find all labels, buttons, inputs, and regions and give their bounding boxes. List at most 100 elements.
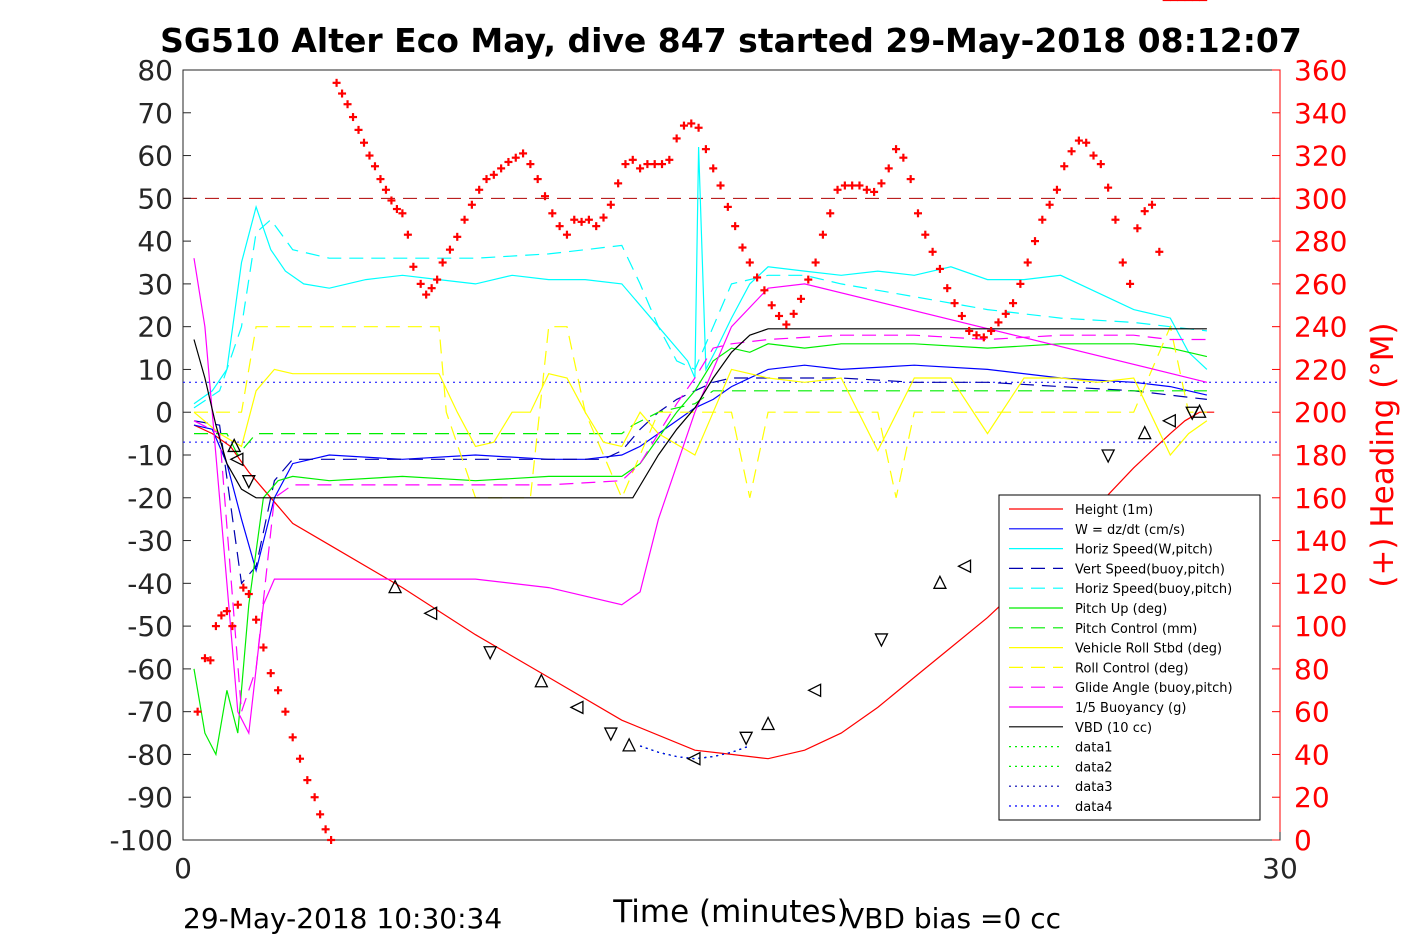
heading-marker xyxy=(274,686,283,695)
heading-marker xyxy=(310,793,319,802)
height-triangle-marker xyxy=(686,751,701,766)
heading-marker xyxy=(497,164,506,173)
heading-marker xyxy=(288,733,297,742)
height-triangle-marker xyxy=(241,475,256,490)
heading-marker xyxy=(957,311,966,320)
heading-marker xyxy=(228,622,237,631)
heading-marker xyxy=(482,175,491,184)
heading-marker xyxy=(760,286,769,295)
footer-timestamp: 29-May-2018 10:30:34 xyxy=(183,902,502,935)
left-tick-label: -20 xyxy=(127,482,173,515)
footer-vbd-bias: VBD bias =0 cc xyxy=(845,902,1061,935)
height-triangle-marker xyxy=(739,731,754,746)
heading-marker xyxy=(200,654,209,663)
heading-marker xyxy=(928,247,937,256)
height-triangle-marker xyxy=(388,579,403,594)
height-triangle-marker xyxy=(874,633,889,648)
heading-marker xyxy=(614,179,623,188)
heading-marker xyxy=(855,181,864,190)
heading-marker xyxy=(833,185,842,194)
legend-label: data4 xyxy=(1075,800,1113,815)
heading-marker xyxy=(782,320,791,329)
heading-marker xyxy=(222,607,231,616)
heading-marker xyxy=(392,205,401,214)
heading-marker xyxy=(643,160,652,169)
heading-marker xyxy=(555,222,564,231)
right-tick-label: 360 xyxy=(1294,54,1347,87)
height-triangle-marker xyxy=(932,574,947,589)
height-triangle-marker xyxy=(1137,425,1152,440)
left-tick-label: 50 xyxy=(137,182,173,215)
right-tick-label: 180 xyxy=(1294,439,1347,472)
height-triangle-marker xyxy=(1161,413,1176,428)
heading-marker xyxy=(365,151,374,160)
heading-marker xyxy=(921,230,930,239)
right-tick-label: 160 xyxy=(1294,482,1347,515)
heading-marker xyxy=(349,113,358,122)
heading-marker xyxy=(489,170,498,179)
series-line xyxy=(193,328,1207,499)
legend-label: Pitch Up (deg) xyxy=(1075,602,1167,617)
series-line xyxy=(193,218,1207,409)
heading-marker xyxy=(211,622,220,631)
height-triangle-marker xyxy=(761,716,776,731)
x-tick-label: 30 xyxy=(1262,852,1298,885)
series-line xyxy=(193,343,1208,757)
legend-label: Pitch Control (mm) xyxy=(1075,622,1197,637)
heading-layer xyxy=(193,0,1208,844)
series-line xyxy=(194,324,1207,500)
heading-marker xyxy=(621,160,630,169)
heading-marker xyxy=(775,311,784,320)
right-tick-label: 40 xyxy=(1294,738,1330,771)
heading-marker xyxy=(636,164,645,173)
heading-marker xyxy=(233,600,242,609)
height-triangle-marker xyxy=(569,700,584,715)
heading-marker xyxy=(526,160,535,169)
heading-marker xyxy=(259,643,268,652)
heading-marker xyxy=(332,78,341,87)
right-tick-label: 320 xyxy=(1294,140,1347,173)
left-tick-label: -10 xyxy=(127,439,173,472)
heading-marker xyxy=(592,222,601,231)
heading-marker xyxy=(548,209,557,218)
right-tick-label: 120 xyxy=(1294,567,1347,600)
legend-label: VBD (10 cc) xyxy=(1075,721,1152,736)
right-y-axis-label: (+) Heading (°M) xyxy=(1365,322,1401,587)
heading-marker xyxy=(266,669,275,678)
left-tick-label: 80 xyxy=(137,54,173,87)
heading-marker xyxy=(716,181,725,190)
heading-marker xyxy=(811,258,820,267)
legend-label: Height (1m) xyxy=(1075,503,1153,518)
heading-marker xyxy=(541,192,550,201)
heading-marker xyxy=(427,284,436,293)
heading-marker xyxy=(913,209,922,218)
height-triangle-marker xyxy=(622,737,637,752)
right-tick-label: 140 xyxy=(1294,525,1347,558)
legend-label: Horiz Speed(W,pitch) xyxy=(1075,543,1213,558)
heading-marker xyxy=(818,230,827,239)
heading-marker xyxy=(694,123,703,132)
right-tick-label: 0 xyxy=(1294,824,1312,857)
heading-marker xyxy=(321,825,330,834)
heading-marker xyxy=(987,326,996,335)
heading-marker xyxy=(453,232,462,241)
right-tick-label: 340 xyxy=(1294,97,1347,130)
heading-marker xyxy=(354,125,363,134)
heading-marker xyxy=(467,200,476,209)
heading-marker xyxy=(935,264,944,273)
heading-marker xyxy=(1052,185,1061,194)
heading-marker xyxy=(840,181,849,190)
heading-marker xyxy=(519,149,528,158)
right-tick-label: 300 xyxy=(1294,182,1347,215)
legend-label: Vert Speed(buoy,pitch) xyxy=(1075,562,1225,577)
heading-marker xyxy=(438,258,447,267)
left-tick-label: 20 xyxy=(137,311,173,344)
series-line xyxy=(193,377,1207,585)
heading-marker xyxy=(606,200,615,209)
left-tick-label: 40 xyxy=(137,225,173,258)
heading-marker xyxy=(1148,200,1157,209)
height-triangle-marker xyxy=(534,673,549,688)
heading-marker xyxy=(1038,215,1047,224)
reference-lines xyxy=(183,197,1280,443)
